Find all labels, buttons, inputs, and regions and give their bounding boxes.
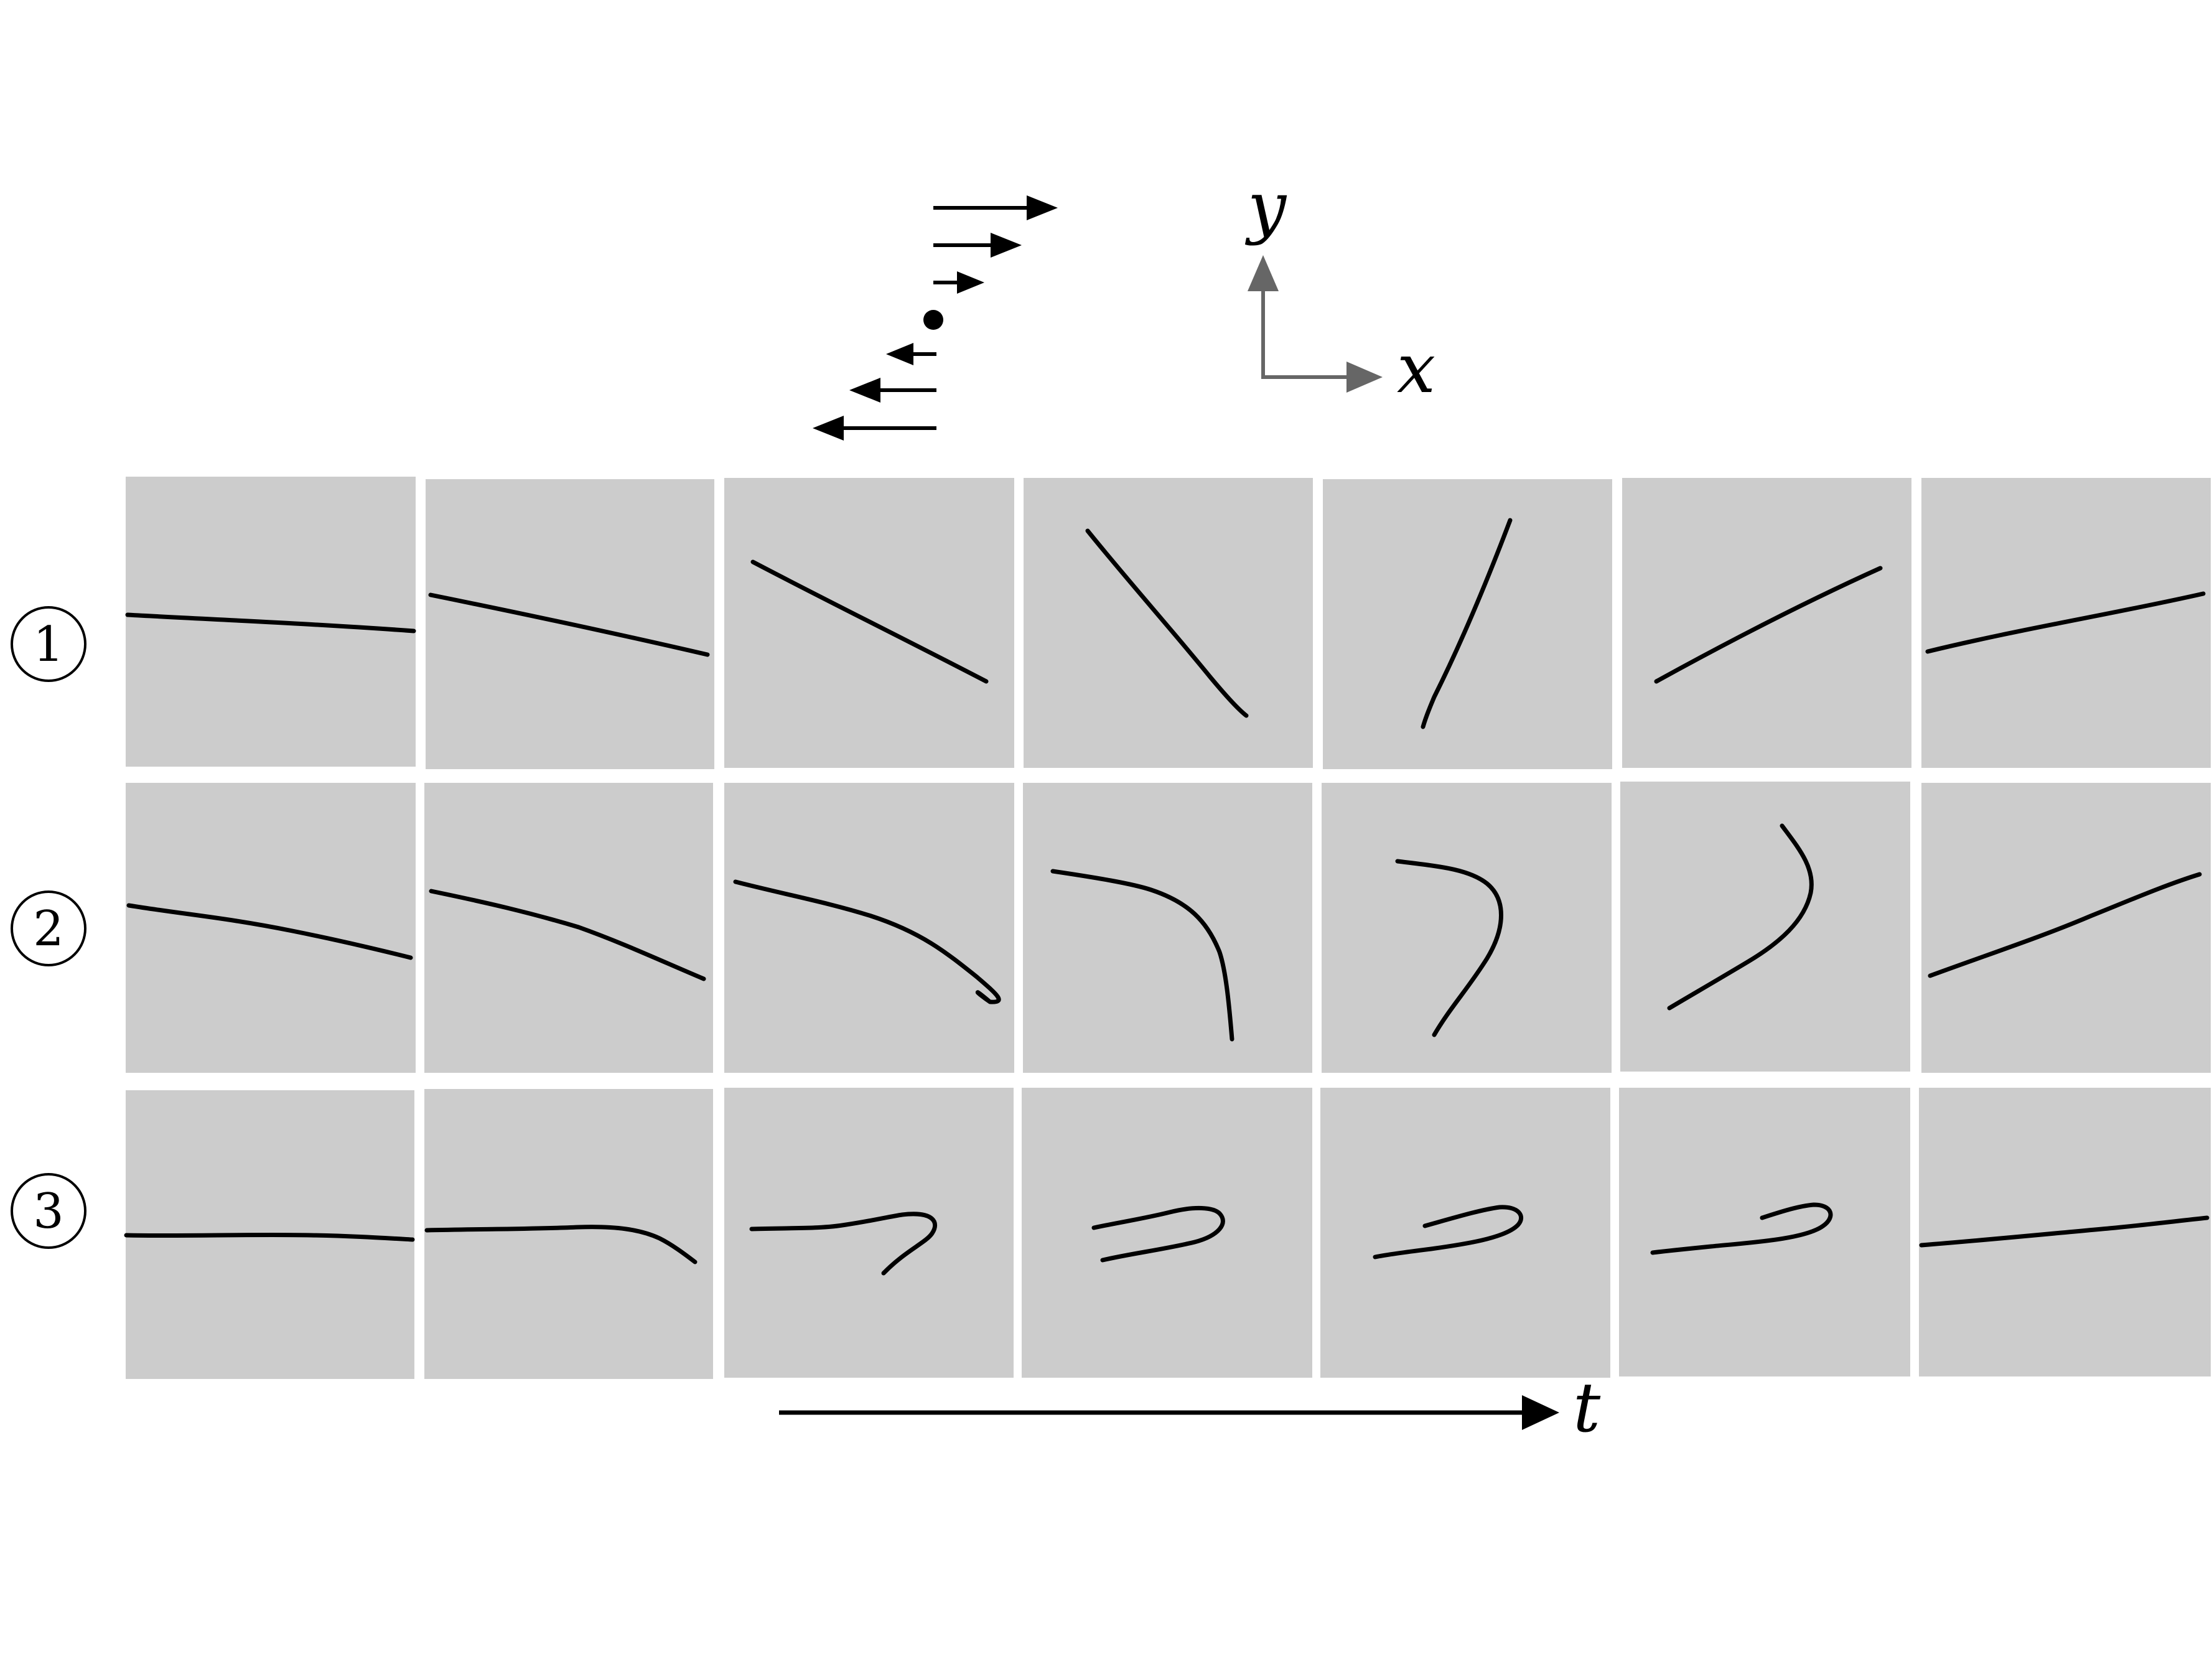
filament bbox=[733, 879, 1001, 1004]
row-3-panels bbox=[124, 1088, 2211, 1379]
filament bbox=[1373, 1205, 1524, 1259]
panel-r1-c5 bbox=[1323, 479, 1612, 769]
panel-r3-c2 bbox=[424, 1089, 713, 1379]
shear-center-dot bbox=[923, 310, 943, 330]
panel-r2-c1 bbox=[126, 783, 416, 1073]
panel-r1-c1 bbox=[125, 477, 416, 767]
panel-r2-c5 bbox=[1322, 783, 1612, 1073]
panel-r1-c3 bbox=[724, 478, 1014, 768]
filament bbox=[429, 889, 706, 981]
filament bbox=[1091, 1206, 1225, 1263]
svg-text:3: 3 bbox=[33, 1184, 64, 1240]
svg-text:2: 2 bbox=[33, 901, 64, 957]
filament bbox=[1925, 591, 2206, 654]
filament bbox=[1085, 528, 1249, 718]
panel-r2-c6 bbox=[1620, 782, 1910, 1072]
row-label-2: 2 bbox=[11, 890, 86, 966]
filament bbox=[750, 559, 989, 684]
filament bbox=[1050, 869, 1234, 1042]
row-2-panels bbox=[126, 782, 2211, 1073]
panel-r3-c4 bbox=[1022, 1088, 1312, 1378]
time-arrowhead bbox=[1522, 1395, 1559, 1430]
panel-r1-c4 bbox=[1024, 478, 1313, 768]
panel-r2-c4 bbox=[1023, 783, 1312, 1073]
filament bbox=[1650, 1202, 1833, 1255]
panel-r1-c6 bbox=[1622, 478, 1911, 768]
row-1-panels bbox=[125, 477, 2211, 769]
panel-r1-c2 bbox=[426, 479, 714, 769]
filament bbox=[124, 1232, 415, 1242]
x-axis-arrowhead bbox=[1346, 362, 1383, 393]
row-label-3: 3 bbox=[11, 1173, 86, 1249]
y-axis-arrowhead bbox=[1248, 255, 1279, 291]
x-axis-label: x bbox=[1397, 329, 1435, 408]
panel-r3-c6 bbox=[1619, 1088, 1910, 1376]
panel-r3-c1 bbox=[124, 1090, 415, 1379]
filament bbox=[1928, 872, 2202, 978]
time-axis: t bbox=[779, 1368, 1601, 1447]
panel-r2-c3 bbox=[724, 783, 1014, 1073]
filament bbox=[1654, 566, 1883, 684]
panel-r2-c2 bbox=[424, 783, 713, 1073]
coordinate-axes: y x bbox=[1244, 167, 1435, 408]
filament bbox=[1919, 1215, 2210, 1248]
filament bbox=[126, 903, 413, 960]
row-labels: 1 2 3 bbox=[11, 606, 86, 1249]
filament bbox=[1421, 518, 1513, 729]
panel-r3-c7 bbox=[1919, 1088, 2211, 1376]
svg-text:1: 1 bbox=[33, 617, 64, 673]
filament bbox=[125, 612, 416, 633]
panel-r2-c7 bbox=[1921, 783, 2211, 1073]
time-axis-label: t bbox=[1573, 1368, 1601, 1447]
panel-r3-c5 bbox=[1320, 1088, 1610, 1378]
filament bbox=[428, 592, 710, 657]
filament bbox=[749, 1212, 937, 1276]
y-axis-label: y bbox=[1244, 167, 1287, 246]
row-label-1: 1 bbox=[11, 606, 86, 682]
panel-r1-c7 bbox=[1921, 478, 2211, 768]
shear-flow-icon bbox=[813, 195, 1058, 441]
panel-r3-c3 bbox=[724, 1088, 1014, 1378]
filament bbox=[1395, 859, 1503, 1037]
filament bbox=[424, 1225, 698, 1264]
filament bbox=[1667, 823, 1814, 1011]
